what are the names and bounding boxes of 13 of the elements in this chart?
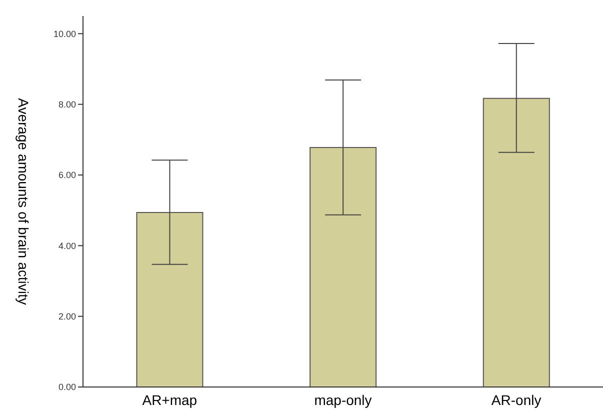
y-tick-label: 10.00 bbox=[53, 28, 76, 39]
bar bbox=[136, 212, 204, 387]
y-tick-label: 2.00 bbox=[58, 312, 76, 322]
y-tick-label: 4.00 bbox=[58, 240, 76, 251]
x-tick-label: AR-only bbox=[491, 392, 542, 408]
y-tick-label: 0.00 bbox=[58, 382, 76, 392]
bar bbox=[482, 98, 550, 387]
x-tick-label: AR+map bbox=[142, 392, 198, 408]
bar bbox=[310, 146, 377, 387]
x-tick-label: map-only bbox=[314, 392, 372, 408]
y-tick-label: 8.00 bbox=[58, 100, 76, 110]
y-axis-title: Average amounts of brain activity bbox=[15, 98, 32, 305]
y-tick-label: 6.00 bbox=[58, 170, 76, 180]
